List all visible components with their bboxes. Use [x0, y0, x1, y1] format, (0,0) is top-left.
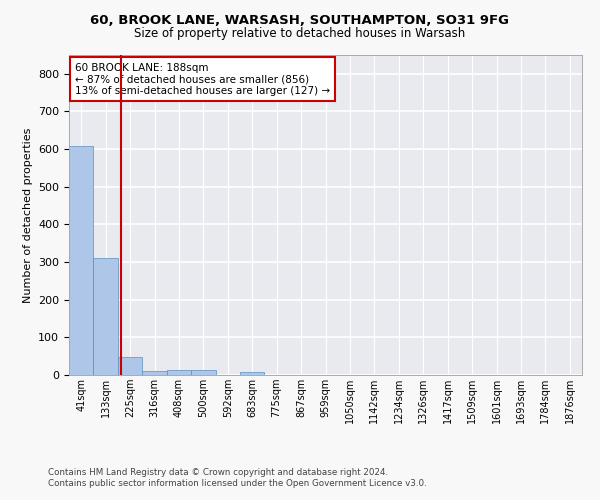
- Bar: [167, 370, 191, 375]
- Text: 60, BROOK LANE, WARSASH, SOUTHAMPTON, SO31 9FG: 60, BROOK LANE, WARSASH, SOUTHAMPTON, SO…: [91, 14, 509, 27]
- Bar: [191, 370, 215, 375]
- Bar: [94, 258, 118, 375]
- Text: Contains HM Land Registry data © Crown copyright and database right 2024.
Contai: Contains HM Land Registry data © Crown c…: [48, 468, 427, 487]
- Bar: [118, 356, 142, 375]
- Text: Size of property relative to detached houses in Warsash: Size of property relative to detached ho…: [134, 28, 466, 40]
- Bar: [240, 372, 265, 375]
- Bar: [142, 371, 167, 375]
- Text: 60 BROOK LANE: 188sqm
← 87% of detached houses are smaller (856)
13% of semi-det: 60 BROOK LANE: 188sqm ← 87% of detached …: [75, 62, 330, 96]
- Bar: [69, 146, 94, 375]
- Y-axis label: Number of detached properties: Number of detached properties: [23, 128, 32, 302]
